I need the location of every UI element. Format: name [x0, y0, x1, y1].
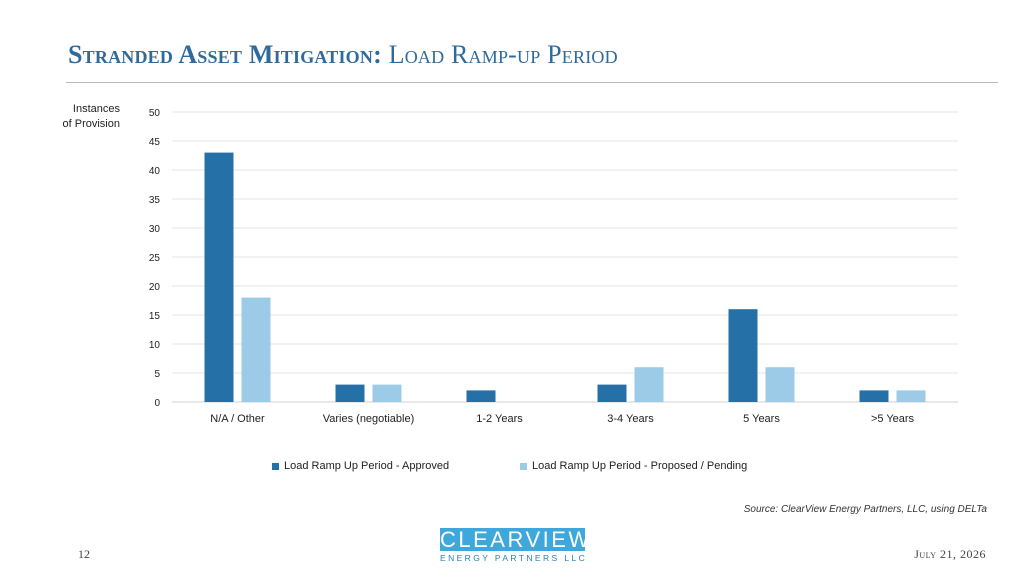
legend-item-approved: Load Ramp Up Period - Approved	[272, 460, 449, 472]
bar-approved	[728, 309, 758, 402]
source-note: Source: ClearView Energy Partners, LLC, …	[743, 504, 987, 515]
slide-title: Stranded Asset Mitigation: Load Ramp-up …	[68, 40, 618, 70]
y-tick-label: 35	[149, 195, 161, 206]
x-tick-label: 1-2 Years	[476, 413, 523, 425]
y-axis-label: Instances of Provision	[40, 102, 120, 132]
page-number: 12	[78, 547, 90, 561]
slide-title-sub: Load Ramp-up Period	[388, 40, 618, 69]
y-axis-label-line2: of Provision	[62, 118, 120, 130]
legend-swatch-approved	[272, 462, 279, 470]
bar-chart: 0 5 10 15 20 25 30 35 40 45 50 N/A / Other Varies (n…	[149, 108, 958, 425]
logo-wordmark: CLEARVIEW	[440, 527, 592, 552]
company-logo: CLEARVIEW ENERGY PARTNERS LLC	[440, 527, 592, 563]
legend-label-proposed: Load Ramp Up Period - Proposed / Pending	[532, 460, 748, 472]
bar-proposed	[896, 390, 926, 402]
y-tick-label: 5	[154, 369, 160, 380]
legend-swatch-proposed	[520, 462, 527, 470]
bar-approved	[204, 152, 234, 402]
bar-approved	[335, 384, 365, 402]
title-divider	[66, 82, 998, 83]
y-tick-label: 45	[149, 137, 161, 148]
bar-approved	[859, 390, 889, 402]
bar-proposed	[241, 297, 271, 402]
bar-proposed	[765, 367, 795, 402]
y-axis-label-line1: Instances	[72, 103, 120, 115]
y-tick-label: 40	[149, 166, 161, 177]
x-tick-label: N/A / Other	[210, 413, 265, 425]
x-tick-label: 5 Years	[743, 413, 780, 425]
y-tick-label: 10	[149, 340, 161, 351]
x-tick-label: 3-4 Years	[607, 413, 654, 425]
y-tick-label: 25	[149, 253, 161, 264]
bar-approved	[466, 390, 496, 402]
y-tick-label: 20	[149, 282, 161, 293]
legend-item-proposed: Load Ramp Up Period - Proposed / Pending	[520, 460, 747, 472]
bar-proposed	[634, 367, 664, 402]
x-tick-label: Varies (negotiable)	[323, 413, 415, 425]
legend-label-approved: Load Ramp Up Period - Approved	[284, 460, 450, 472]
bar-proposed	[372, 384, 402, 402]
y-tick-label: 30	[149, 224, 161, 235]
bar-approved	[597, 384, 627, 402]
x-tick-label: >5 Years	[871, 413, 915, 425]
slide-date: July 21, 2026	[914, 547, 986, 561]
y-tick-label: 50	[149, 108, 161, 119]
y-tick-label: 15	[149, 311, 161, 322]
logo-subtitle: ENERGY PARTNERS LLC	[440, 553, 588, 563]
slide-title-main: Stranded Asset Mitigation:	[68, 40, 382, 69]
y-tick-label: 0	[154, 398, 160, 409]
